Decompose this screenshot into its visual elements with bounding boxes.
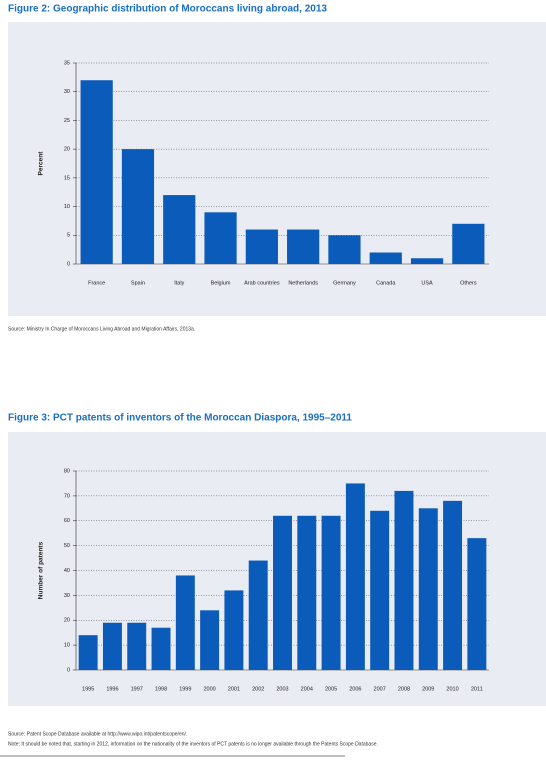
x-tick-label: Canada <box>376 280 396 286</box>
bar <box>410 258 444 264</box>
x-tick-label: 2006 <box>349 686 361 692</box>
bar <box>163 195 196 264</box>
bar <box>297 515 317 670</box>
x-tick-label: 2000 <box>203 686 215 692</box>
bar <box>370 510 390 670</box>
chart-title: Figure 3: PCT patents of inventors of th… <box>8 413 352 424</box>
bar <box>418 508 438 670</box>
x-tick-label: Italy <box>174 280 184 286</box>
bar <box>224 590 244 670</box>
x-tick-label: USA <box>421 280 433 286</box>
x-tick-label: 2005 <box>325 686 337 692</box>
y-tick-label: 60 <box>64 518 70 524</box>
y-tick-label: 10 <box>64 204 70 210</box>
x-tick-label: Belgium <box>211 280 231 286</box>
bar <box>321 515 341 670</box>
y-axis-label: Number of patents <box>38 541 45 599</box>
x-tick-label: Others <box>460 280 477 286</box>
bar <box>328 235 361 264</box>
bar <box>80 80 113 264</box>
bar <box>452 223 485 264</box>
y-tick-label: 20 <box>64 147 70 153</box>
y-tick-label: 30 <box>64 89 70 95</box>
y-tick-label: 40 <box>64 568 70 574</box>
bar <box>245 229 278 264</box>
bar <box>248 560 268 670</box>
bar <box>345 483 365 670</box>
y-tick-label: 80 <box>64 468 70 474</box>
bar <box>204 212 237 264</box>
x-tick-label: 2001 <box>228 686 240 692</box>
x-tick-label: 1996 <box>106 686 118 692</box>
y-tick-label: 15 <box>64 175 70 181</box>
bar <box>102 622 122 670</box>
x-tick-label: 2007 <box>374 686 386 692</box>
bar <box>443 500 463 670</box>
y-tick-label: 10 <box>64 643 70 649</box>
x-tick-label: 1997 <box>131 686 143 692</box>
x-tick-label: 1995 <box>82 686 94 692</box>
bar <box>175 575 195 670</box>
bar <box>127 622 147 670</box>
note: Note: It should be noted that, starting … <box>8 741 378 747</box>
bar <box>151 627 171 670</box>
bar <box>78 635 98 670</box>
y-tick-label: 35 <box>64 60 70 66</box>
x-tick-label: 2011 <box>471 686 483 692</box>
bar <box>467 538 487 670</box>
y-tick-label: 50 <box>64 543 70 549</box>
source: Source: Ministry In Charge of Moroccans … <box>8 326 195 332</box>
x-tick-label: 2004 <box>301 686 313 692</box>
y-tick-label: 5 <box>67 233 70 239</box>
bar <box>121 149 155 264</box>
x-tick-label: 2008 <box>398 686 410 692</box>
x-tick-label: Spain <box>131 280 145 286</box>
x-tick-label: Netherlands <box>288 280 318 286</box>
x-tick-label: 1999 <box>179 686 191 692</box>
bar <box>273 515 292 670</box>
x-tick-label: 2010 <box>446 686 458 692</box>
source: Source: Patent Scope Database available … <box>8 731 187 737</box>
x-tick-label: France <box>88 280 105 286</box>
bar <box>394 490 414 670</box>
x-tick-label: Arab countries <box>244 280 280 286</box>
chart-title: Figure 2: Geographic distribution of Mor… <box>8 4 327 15</box>
x-tick-label: Germany <box>333 280 356 286</box>
y-axis-label: Percent <box>38 151 45 176</box>
y-tick-label: 0 <box>67 261 70 267</box>
y-tick-label: 30 <box>64 593 70 599</box>
bar <box>200 610 220 670</box>
x-tick-label: 2009 <box>422 686 434 692</box>
x-tick-label: 2003 <box>276 686 288 692</box>
bar <box>287 229 320 264</box>
y-tick-label: 20 <box>64 618 70 624</box>
y-tick-label: 25 <box>64 118 70 124</box>
y-tick-label: 0 <box>67 667 70 673</box>
x-tick-label: 1998 <box>155 686 167 692</box>
x-tick-label: 2002 <box>252 686 264 692</box>
bar <box>369 252 402 264</box>
y-tick-label: 70 <box>64 493 70 499</box>
